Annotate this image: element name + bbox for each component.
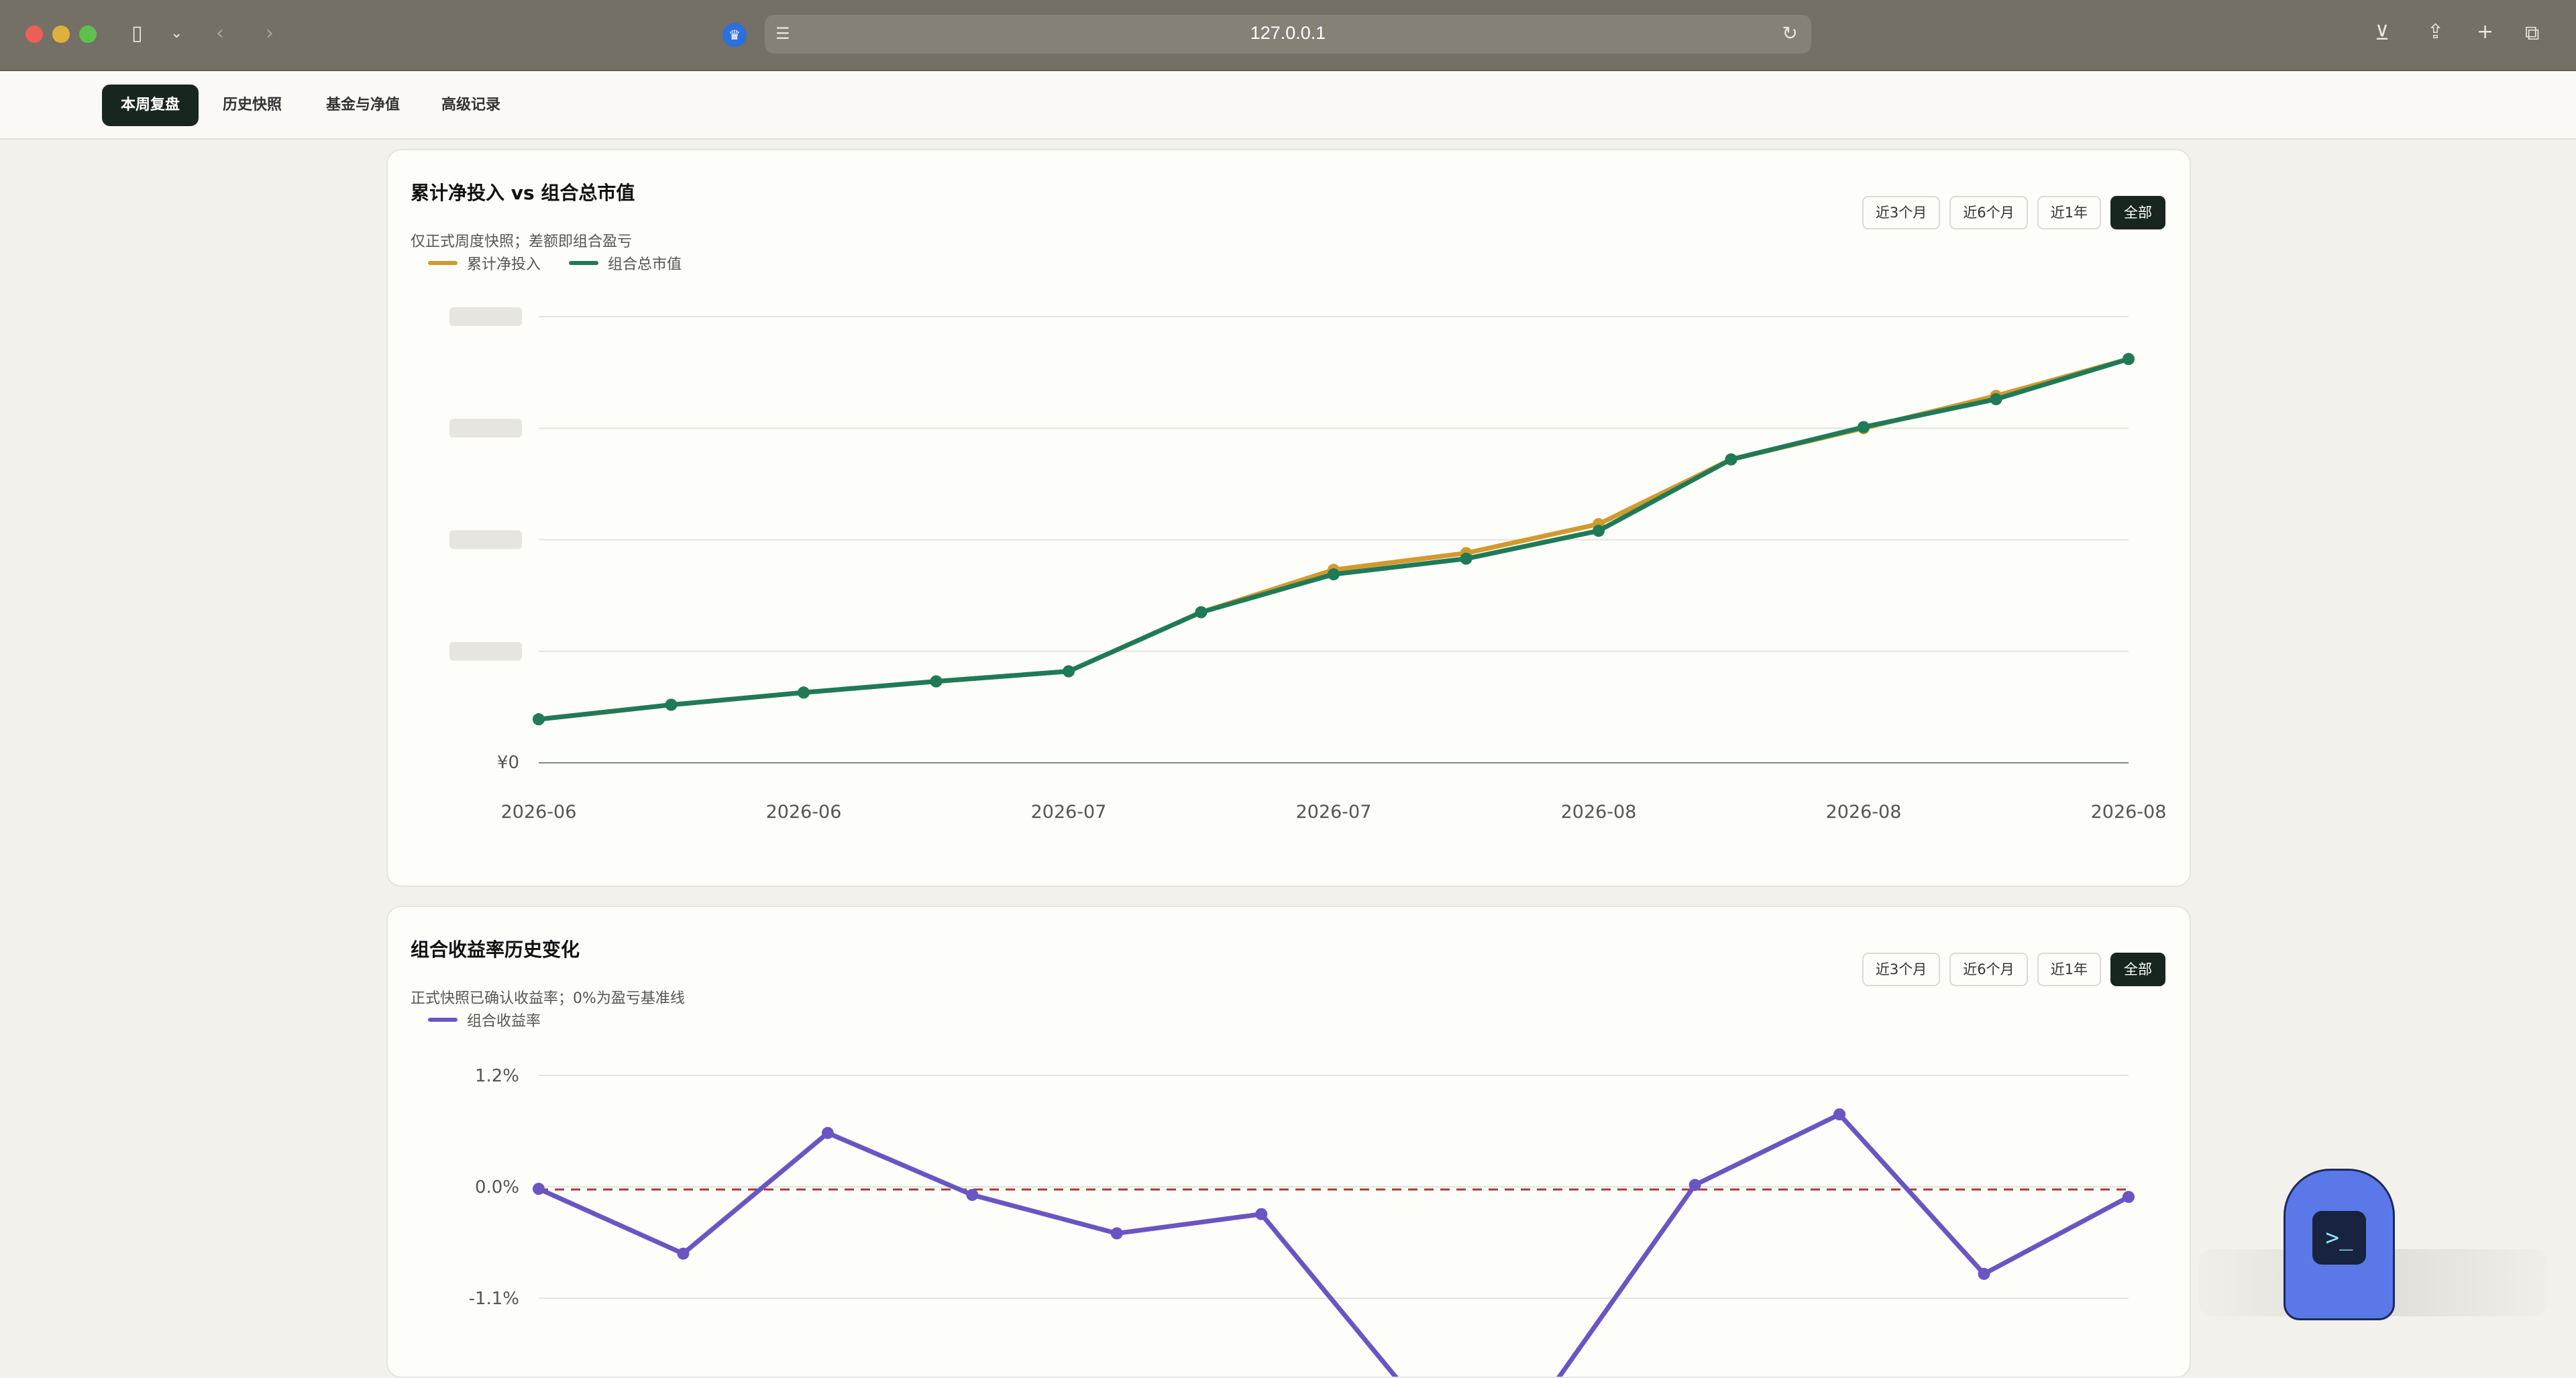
site-favicon-icon: ♛	[722, 23, 747, 47]
legend-item-market[interactable]: 组合总市值	[569, 252, 682, 274]
return-data-point	[1110, 1227, 1123, 1240]
range-3m-button[interactable]: 近3个月	[1862, 196, 1941, 229]
market-data-point	[1725, 453, 1737, 466]
legend-swatch	[569, 261, 599, 265]
app-nav: 本周复盘 历史快照 基金与净值 高级记录	[0, 71, 2576, 140]
y-tick-label: ¥0	[497, 753, 519, 773]
market-data-point	[798, 686, 810, 699]
tab-funds-nav[interactable]: 基金与净值	[326, 97, 400, 113]
market-data-point	[1858, 421, 1870, 433]
return-data-point	[1833, 1108, 1846, 1121]
range-selector: 近3个月 近6个月 近1年 全部	[1862, 953, 2165, 986]
return-data-point	[1255, 1208, 1268, 1220]
market-data-point	[2123, 353, 2135, 366]
market-data-point	[1990, 393, 2002, 406]
tab-weekly-review[interactable]: 本周复盘	[102, 85, 199, 126]
legend-label: 组合收益率	[467, 1013, 541, 1030]
x-tick-label: 2026-08	[1561, 802, 1637, 823]
range-selector: 近3个月 近6个月 近1年 全部	[1862, 196, 2165, 229]
range-1y-button[interactable]: 近1年	[2037, 196, 2101, 229]
market-data-point	[1063, 665, 1075, 678]
tab-advanced-records[interactable]: 高级记录	[441, 97, 501, 113]
y-tick-label: 1.2%	[475, 1066, 519, 1086]
assistant-widget[interactable]: >_	[2284, 1169, 2395, 1320]
range-6m-button[interactable]: 近6个月	[1949, 196, 2028, 229]
close-window-button[interactable]	[25, 25, 43, 43]
y-tick-label: 0.0%	[475, 1177, 519, 1198]
zoom-window-button[interactable]	[79, 25, 97, 43]
range-all-button[interactable]: 全部	[2110, 953, 2165, 986]
card-subtitle: 正式快照已确认收益率；0%为盈亏基准线	[411, 990, 685, 1007]
market-data-point	[533, 713, 545, 726]
chevron-down-icon[interactable]: ⌄	[170, 25, 183, 42]
forward-icon[interactable]: ›	[266, 21, 274, 45]
back-icon[interactable]: ‹	[216, 21, 224, 45]
return-series-line	[537, 1112, 2130, 1377]
return-data-point	[2123, 1191, 2135, 1204]
range-1y-button[interactable]: 近1年	[2037, 953, 2101, 986]
x-tick-label: 2026-07	[1031, 802, 1107, 823]
new-tab-icon[interactable]: +	[2477, 20, 2494, 44]
return-data-point	[677, 1247, 690, 1260]
address-bar[interactable]: ☰ 127.0.0.1 ↻	[765, 15, 1811, 54]
market-data-point	[1195, 606, 1208, 619]
obscured-tick-label	[449, 307, 522, 326]
return-data-point	[1978, 1267, 1990, 1280]
card-title: 累计净投入 vs 组合总市值	[411, 182, 635, 204]
return-data-point	[821, 1126, 834, 1139]
x-tick-label: 2026-06	[501, 802, 577, 823]
invest-vs-market-chart: ¥0 2026-06 2026-06 2026-07 2026-07 2026-08 202…	[449, 307, 2167, 823]
share-icon[interactable]: ⇪	[2427, 20, 2445, 44]
invest-vs-market-card: 累计净投入 vs 组合总市值 仅正式周度快照；差额即组合盈亏 累计净投入 组合总…	[386, 149, 2191, 887]
market-data-point	[665, 698, 678, 711]
sidebar-icon[interactable]: ▯	[131, 21, 143, 45]
download-icon[interactable]: ⊻	[2375, 21, 2390, 45]
return-data-point	[533, 1183, 545, 1196]
return-rate-card: 组合收益率历史变化 正式快照已确认收益率；0%为盈亏基准线 组合收益率 近3个月…	[386, 906, 2191, 1378]
legend-label: 组合总市值	[608, 256, 682, 273]
market-data-point	[1460, 552, 1472, 565]
obscured-tick-label	[449, 419, 522, 438]
market-data-point	[1328, 568, 1340, 581]
return-data-point	[1688, 1179, 1701, 1191]
x-tick-label: 2026-06	[766, 802, 842, 823]
browser-toolbar: ▯ ⌄ ‹ › ♛ ☰ 127.0.0.1 ↻ ⊻ ⇪ + ⧉	[0, 0, 2576, 71]
legend-label: 累计净投入	[467, 256, 541, 273]
market-data-point	[930, 675, 943, 688]
chart-legend: 累计净投入 组合总市值	[428, 252, 682, 274]
x-tick-label: 2026-08	[2091, 802, 2167, 823]
x-tick-label: 2026-08	[1826, 802, 1902, 823]
legend-swatch	[428, 1018, 458, 1022]
return-data-point	[966, 1189, 979, 1202]
page-settings-icon[interactable]: ☰	[775, 24, 790, 43]
legend-item-invest[interactable]: 累计净投入	[428, 252, 541, 274]
range-3m-button[interactable]: 近3个月	[1862, 953, 1941, 986]
tabs-overview-icon[interactable]: ⧉	[2525, 21, 2540, 45]
minimize-window-button[interactable]	[52, 25, 70, 43]
legend-swatch	[428, 261, 458, 265]
obscured-tick-label	[449, 641, 522, 661]
reload-icon[interactable]: ↻	[1782, 22, 1798, 44]
tab-history-snapshot[interactable]: 历史快照	[223, 97, 282, 113]
card-title: 组合收益率历史变化	[411, 939, 580, 961]
card-subtitle: 仅正式周度快照；差额即组合盈亏	[411, 233, 633, 250]
legend-item-return[interactable]: 组合收益率	[428, 1009, 541, 1030]
url-text: 127.0.0.1	[1250, 23, 1326, 43]
terminal-icon: >_	[2312, 1211, 2366, 1265]
return-rate-chart: 1.2% 0.0% -1.1%	[469, 1066, 2135, 1377]
obscured-tick-label	[449, 530, 522, 549]
x-tick-label: 2026-07	[1296, 802, 1372, 823]
range-6m-button[interactable]: 近6个月	[1949, 953, 2028, 986]
chart-legend: 组合收益率	[428, 1009, 541, 1030]
range-all-button[interactable]: 全部	[2110, 196, 2165, 229]
market-data-point	[1593, 525, 1605, 537]
y-tick-label: -1.1%	[469, 1289, 519, 1309]
